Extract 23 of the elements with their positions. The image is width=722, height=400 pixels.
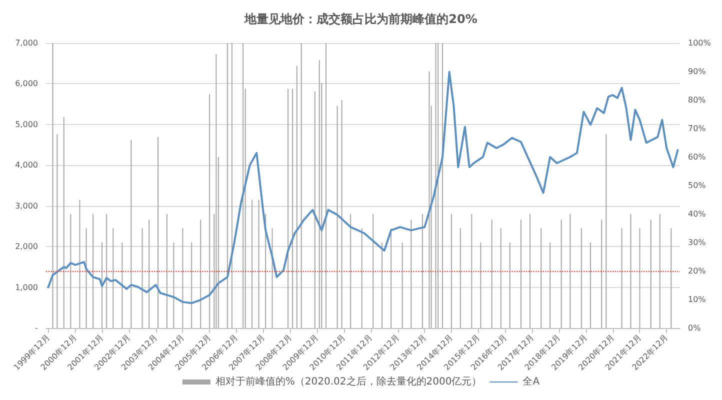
- y2-tick-label: 60%: [688, 152, 706, 162]
- y-tick-label: 5,000: [15, 120, 38, 129]
- y2-tick-label: 30%: [688, 238, 706, 247]
- y-tick-label: 6,000: [15, 79, 38, 88]
- y-tick-label: 2,000: [15, 242, 38, 252]
- y-tick-label: 7,000: [15, 38, 38, 48]
- chart-title: 地量见地价：成交额占比为前期峰值的20%: [244, 12, 478, 26]
- line-series: [47, 70, 679, 304]
- y2-tick-label: 100%: [688, 38, 712, 48]
- y2-tick-label: 50%: [688, 181, 706, 190]
- y2-tick-label: 70%: [688, 124, 706, 133]
- y-tick-label: 4,000: [15, 160, 38, 170]
- y2-tick-label: 10%: [688, 295, 706, 304]
- legend-label: 相对于前峰值的%（2020.02之后，除去量化的2000亿元）: [215, 376, 482, 388]
- y2-tick-label: 0%: [688, 324, 702, 332]
- y2-tick-label: 20%: [688, 266, 706, 276]
- y2-tick-label: 80%: [688, 96, 706, 104]
- y-tick-label: -: [35, 324, 38, 332]
- y2-tick-label: 90%: [688, 67, 706, 76]
- y-tick-label: 3,000: [15, 201, 38, 210]
- y-tick-label: 1,000: [15, 282, 38, 292]
- y2-tick-label: 40%: [688, 210, 706, 218]
- legend-label: 全A: [522, 376, 540, 388]
